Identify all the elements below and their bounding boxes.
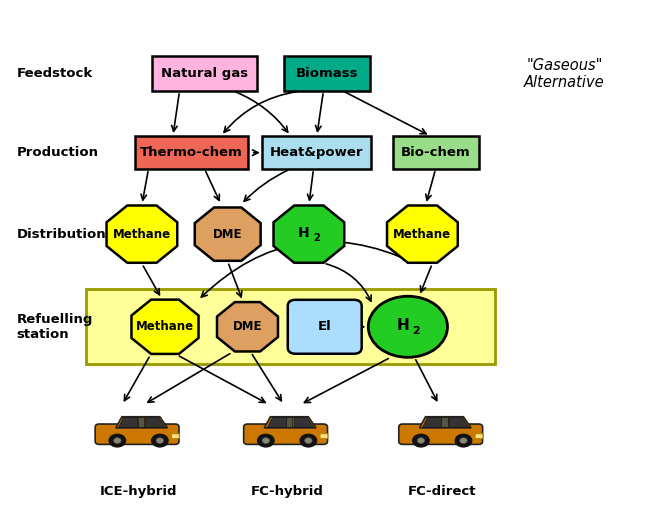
Text: Distribution: Distribution — [16, 228, 106, 241]
FancyBboxPatch shape — [288, 300, 362, 354]
FancyBboxPatch shape — [152, 56, 257, 91]
Circle shape — [109, 434, 125, 447]
Text: 2: 2 — [412, 326, 420, 336]
Polygon shape — [273, 206, 345, 263]
FancyBboxPatch shape — [172, 434, 180, 439]
Circle shape — [305, 438, 312, 443]
Circle shape — [152, 434, 168, 447]
Polygon shape — [294, 417, 313, 428]
FancyBboxPatch shape — [95, 424, 179, 444]
Text: Methane: Methane — [113, 228, 171, 241]
Text: Refuelling
station: Refuelling station — [16, 313, 93, 341]
FancyBboxPatch shape — [135, 136, 248, 169]
Polygon shape — [422, 417, 441, 427]
Polygon shape — [449, 417, 469, 428]
Polygon shape — [217, 302, 278, 352]
FancyBboxPatch shape — [475, 434, 483, 439]
Polygon shape — [131, 300, 199, 354]
Text: Natural gas: Natural gas — [161, 67, 248, 80]
Polygon shape — [286, 417, 292, 427]
Polygon shape — [387, 206, 458, 263]
Circle shape — [460, 438, 467, 443]
Polygon shape — [145, 417, 165, 428]
FancyBboxPatch shape — [393, 136, 478, 169]
Circle shape — [257, 434, 274, 447]
Circle shape — [368, 296, 447, 357]
Polygon shape — [138, 417, 144, 427]
Circle shape — [417, 438, 424, 443]
FancyBboxPatch shape — [284, 56, 370, 91]
Text: H: H — [396, 318, 409, 333]
Text: 2: 2 — [314, 233, 320, 243]
Text: Biomass: Biomass — [296, 67, 358, 80]
FancyBboxPatch shape — [262, 136, 371, 169]
Polygon shape — [420, 417, 471, 428]
FancyBboxPatch shape — [244, 424, 327, 444]
Text: ICE-hybrid: ICE-hybrid — [100, 485, 178, 498]
Polygon shape — [195, 208, 261, 261]
Text: DME: DME — [233, 320, 262, 333]
Polygon shape — [106, 206, 178, 263]
Text: "Gaseous"
Alternative: "Gaseous" Alternative — [524, 58, 605, 90]
Circle shape — [412, 434, 429, 447]
Circle shape — [455, 434, 472, 447]
Polygon shape — [264, 417, 316, 428]
Text: H: H — [298, 225, 310, 240]
FancyBboxPatch shape — [86, 289, 495, 364]
Polygon shape — [267, 417, 286, 427]
Text: Production: Production — [16, 146, 98, 159]
Polygon shape — [116, 417, 168, 428]
Text: Methane: Methane — [393, 228, 451, 241]
Circle shape — [114, 438, 121, 443]
Text: Feedstock: Feedstock — [16, 67, 93, 80]
Text: FC-hybrid: FC-hybrid — [251, 485, 323, 498]
Text: DME: DME — [213, 228, 242, 241]
Circle shape — [300, 434, 317, 447]
FancyBboxPatch shape — [399, 424, 482, 444]
Text: FC-direct: FC-direct — [408, 485, 477, 498]
Polygon shape — [118, 417, 137, 427]
Polygon shape — [442, 417, 447, 427]
Text: Heat&power: Heat&power — [270, 146, 364, 159]
Circle shape — [262, 438, 269, 443]
Circle shape — [156, 438, 164, 443]
Text: El: El — [318, 320, 331, 333]
Text: Methane: Methane — [136, 320, 194, 333]
Text: Thermo-chem: Thermo-chem — [140, 146, 243, 159]
FancyBboxPatch shape — [320, 434, 328, 439]
Text: Bio-chem: Bio-chem — [401, 146, 471, 159]
